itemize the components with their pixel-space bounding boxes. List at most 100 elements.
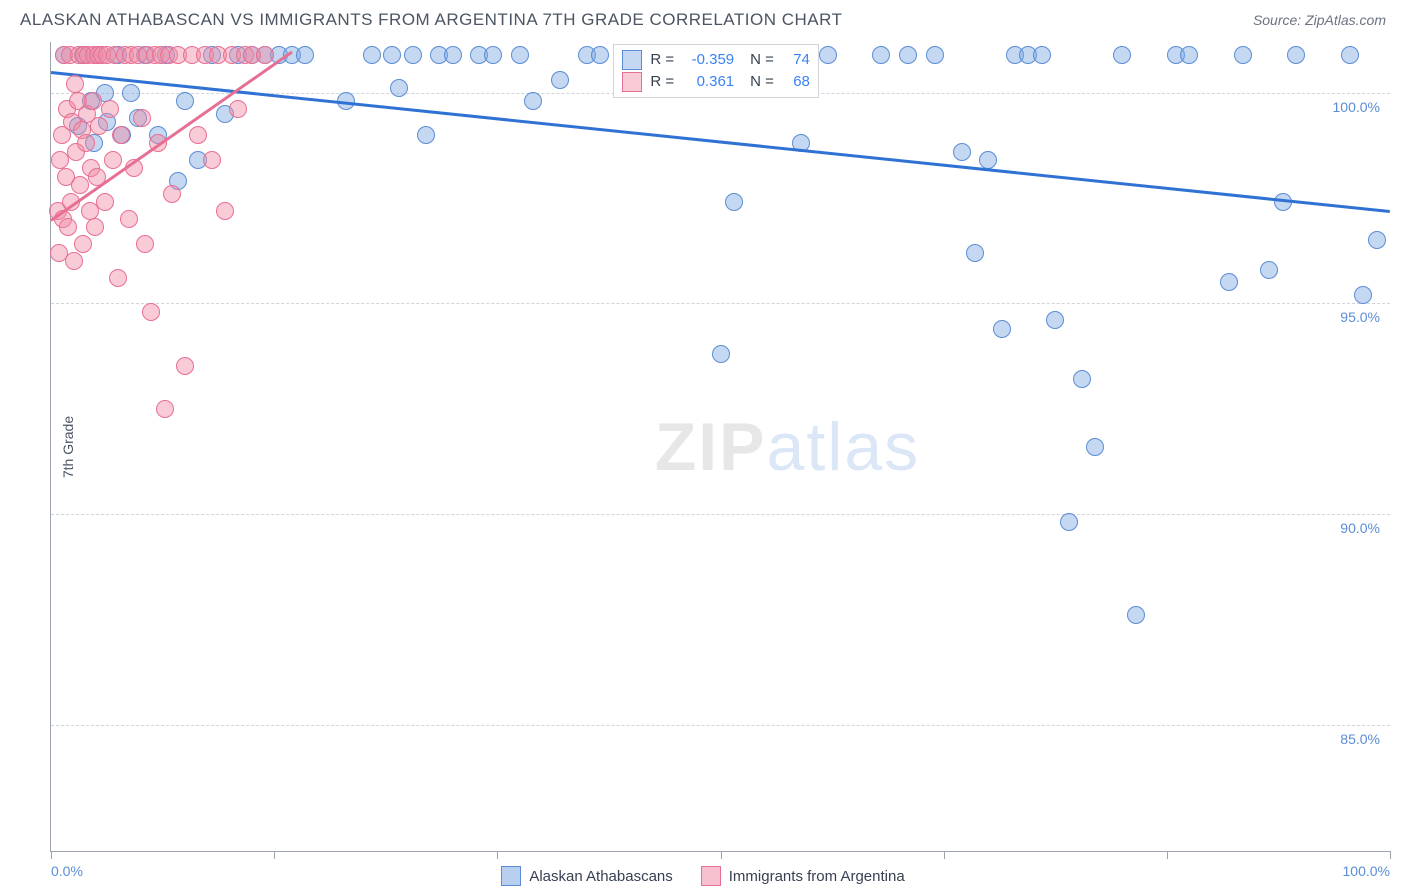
data-point — [953, 143, 971, 161]
data-point — [1046, 311, 1064, 329]
data-point — [122, 84, 140, 102]
data-point — [203, 151, 221, 169]
data-point — [112, 126, 130, 144]
data-point — [51, 151, 69, 169]
data-point — [404, 46, 422, 64]
data-point — [256, 46, 274, 64]
scatter-plot-area: ZIPatlas 85.0%90.0%95.0%100.0%0.0%100.0%… — [50, 42, 1390, 852]
data-point — [59, 218, 77, 236]
series-swatch — [622, 50, 642, 70]
data-point — [109, 269, 127, 287]
data-point — [390, 79, 408, 97]
data-point — [1368, 231, 1386, 249]
data-point — [120, 210, 138, 228]
data-point — [176, 92, 194, 110]
data-point — [524, 92, 542, 110]
data-point — [966, 244, 984, 262]
r-value: -0.359 — [682, 49, 734, 71]
data-point — [142, 303, 160, 321]
data-point — [979, 151, 997, 169]
r-label: R = — [650, 71, 674, 93]
chart-title: ALASKAN ATHABASCAN VS IMMIGRANTS FROM AR… — [20, 10, 842, 30]
data-point — [417, 126, 435, 144]
data-point — [591, 46, 609, 64]
r-label: R = — [650, 49, 674, 71]
data-point — [1260, 261, 1278, 279]
data-point — [725, 193, 743, 211]
x-tick — [944, 851, 945, 859]
data-point — [899, 46, 917, 64]
n-label: N = — [750, 49, 774, 71]
r-value: 0.361 — [682, 71, 734, 93]
gridline — [51, 514, 1390, 515]
data-point — [1086, 438, 1104, 456]
data-point — [104, 151, 122, 169]
data-point — [296, 46, 314, 64]
data-point — [1287, 46, 1305, 64]
data-point — [993, 320, 1011, 338]
data-point — [229, 100, 247, 118]
legend-item: Immigrants from Argentina — [701, 866, 905, 886]
data-point — [712, 345, 730, 363]
stats-row: R = -0.359 N = 74 — [622, 49, 810, 71]
x-tick — [1390, 851, 1391, 859]
data-point — [136, 235, 154, 253]
y-tick-label: 95.0% — [1340, 309, 1380, 325]
data-point — [484, 46, 502, 64]
data-point — [819, 46, 837, 64]
data-point — [133, 109, 151, 127]
data-point — [90, 117, 108, 135]
x-tick — [51, 851, 52, 859]
data-point — [444, 46, 462, 64]
n-value: 68 — [782, 71, 810, 93]
data-point — [383, 46, 401, 64]
data-point — [1180, 46, 1198, 64]
gridline — [51, 725, 1390, 726]
data-point — [1127, 606, 1145, 624]
data-point — [1341, 46, 1359, 64]
data-point — [1113, 46, 1131, 64]
n-value: 74 — [782, 49, 810, 71]
n-label: N = — [750, 71, 774, 93]
legend-label: Alaskan Athabascans — [529, 868, 672, 885]
gridline — [51, 303, 1390, 304]
data-point — [216, 202, 234, 220]
data-point — [189, 126, 207, 144]
data-point — [872, 46, 890, 64]
data-point — [551, 71, 569, 89]
source-label: Source: ZipAtlas.com — [1253, 12, 1386, 28]
data-point — [1033, 46, 1051, 64]
legend-bar: Alaskan Athabascans Immigrants from Argen… — [0, 866, 1406, 886]
data-point — [926, 46, 944, 64]
x-tick — [721, 851, 722, 859]
legend-swatch — [701, 866, 721, 886]
data-point — [65, 252, 83, 270]
data-point — [71, 176, 89, 194]
y-tick-label: 100.0% — [1333, 99, 1380, 115]
stats-row: R = 0.361 N = 68 — [622, 71, 810, 93]
watermark: ZIPatlas — [655, 408, 920, 486]
y-tick-label: 90.0% — [1340, 520, 1380, 536]
data-point — [86, 218, 104, 236]
data-point — [363, 46, 381, 64]
data-point — [163, 185, 181, 203]
legend-item: Alaskan Athabascans — [501, 866, 672, 886]
series-swatch — [622, 72, 642, 92]
data-point — [101, 100, 119, 118]
y-tick-label: 85.0% — [1340, 731, 1380, 747]
stats-box: R = -0.359 N = 74 R = 0.361 N = 68 — [613, 44, 819, 98]
data-point — [176, 357, 194, 375]
data-point — [1354, 286, 1372, 304]
data-point — [1234, 46, 1252, 64]
legend-label: Immigrants from Argentina — [729, 868, 905, 885]
data-point — [74, 235, 92, 253]
data-point — [1060, 513, 1078, 531]
data-point — [66, 75, 84, 93]
data-point — [156, 400, 174, 418]
legend-swatch — [501, 866, 521, 886]
data-point — [1073, 370, 1091, 388]
data-point — [84, 92, 102, 110]
data-point — [1220, 273, 1238, 291]
data-point — [96, 193, 114, 211]
x-tick — [274, 851, 275, 859]
